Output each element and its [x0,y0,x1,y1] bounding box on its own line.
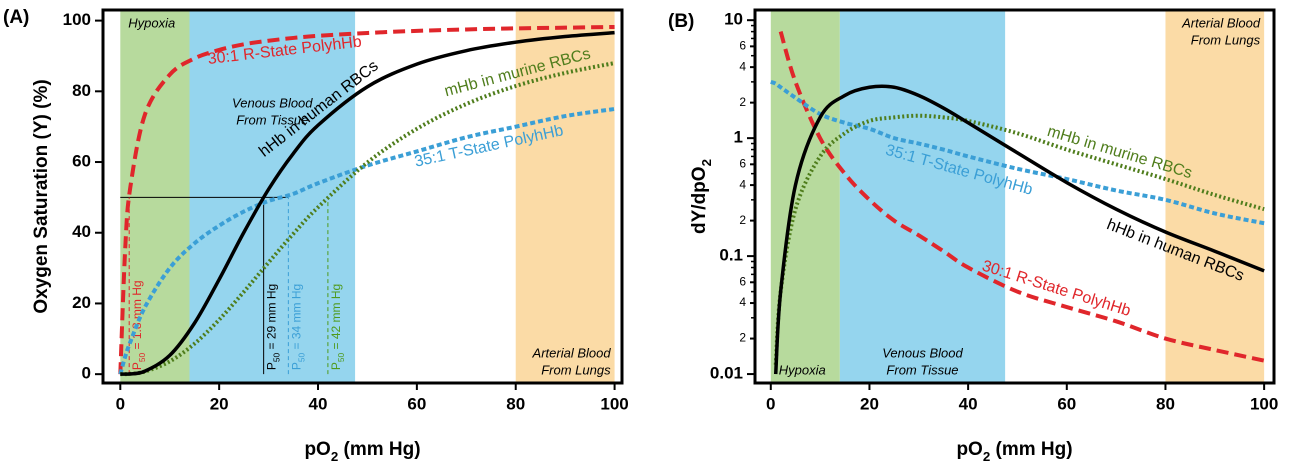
text-part: P [329,362,343,370]
y-tick-label: 4 [739,177,746,191]
x-tick-label: 60 [1057,394,1076,413]
region-label: Arterial Blood [532,345,612,360]
x-tick-label: 80 [506,394,525,413]
y-tick-label: 100 [63,10,91,29]
y-tick-label: 60 [72,152,91,171]
text-part: = 29 mm Hg [265,284,279,353]
y-axis-label: dY/dpO2 [689,159,714,234]
x-axis-label: pO2 (mm Hg) [956,439,1072,464]
y-tick-label: 10 [724,10,743,29]
series-line [118,24,615,375]
x-tick-label: 100 [600,394,628,413]
text-part: P [265,362,279,370]
y-tick-label: 6 [739,156,746,170]
region-label: Hypoxia [779,362,826,377]
plot-frame [753,8,1276,385]
region-label: Venous Blood [882,345,963,360]
y-tick-label: 20 [72,293,91,312]
text-part: (mm Hg) [990,439,1072,460]
region-label: From Tissue [236,112,308,127]
x-tick-label: 60 [407,394,426,413]
text-part: Oxygen Saturation (Y) (%) [31,79,52,313]
text-part: = 34 mm Hg [290,284,304,353]
region-label: Arterial Blood [1181,15,1261,30]
text-part: pO [956,439,982,460]
subscript: 50 [336,352,346,362]
x-axis-label: pO2 (mm Hg) [304,439,420,464]
y-tick-label: 6 [739,274,746,288]
text-part: dY/dpO [689,166,710,234]
text-part: pO [304,439,330,460]
panel-label: (A) [3,7,29,28]
subscript: 2 [331,449,338,464]
region-label: Venous Blood [232,95,313,110]
x-tick-label: 80 [1156,394,1175,413]
text-part: = 42 mm Hg [329,284,343,353]
p50-label: P50 = 29 mm Hg [265,284,282,370]
text-part: P [130,362,144,370]
y-tick-label: 0 [82,364,91,383]
y-tick-label: 40 [72,222,91,241]
y-tick-label: 1 [734,128,743,147]
x-tick-label: 40 [959,394,978,413]
region-label: Hypoxia [128,15,175,30]
x-tick-label: 0 [766,394,775,413]
y-tick-label: 2 [739,95,746,109]
y-tick-label: 4 [739,295,746,309]
series-line [773,84,1265,375]
x-tick-label: 20 [860,394,879,413]
y-tick-label: 6 [739,39,746,53]
y-tick-label: 0.1 [719,246,743,265]
subscript: 2 [699,159,714,166]
subscript: 50 [272,352,282,362]
x-tick-label: 20 [210,394,229,413]
region-band [515,10,615,383]
series-line [770,79,1265,226]
region-label: From Tissue [886,362,958,377]
x-tick-label: 100 [1250,394,1278,413]
y-tick-label: 0.01 [710,364,743,383]
y-tick-label: 2 [739,213,746,227]
series-line [120,30,615,376]
p50-label: P50 = 42 mm Hg [329,284,346,370]
region-band [120,10,190,383]
region-label: From Lungs [541,362,611,377]
plot-frame [101,8,624,385]
subscript: 50 [137,352,147,362]
y-tick-label: 4 [739,59,746,73]
subscript: 2 [983,449,990,464]
y-axis-label: Oxygen Saturation (Y) (%) [31,79,52,313]
plot-area [770,31,1265,375]
x-tick-label: 40 [309,394,328,413]
subscript: 50 [297,352,307,362]
y-tick-label: 2 [739,331,746,345]
text-part: P [290,362,304,370]
series-line [778,31,1265,363]
region-label: From Lungs [1191,32,1261,47]
x-tick-label: 0 [116,394,125,413]
plot-area [118,24,615,377]
series-line [773,113,1265,365]
panel-label: (B) [668,11,694,32]
region-band [770,10,840,383]
series-line [118,107,615,375]
text-part: (mm Hg) [338,439,420,460]
p50-label: P50 = 34 mm Hg [290,284,307,370]
y-tick-label: 80 [72,81,91,100]
